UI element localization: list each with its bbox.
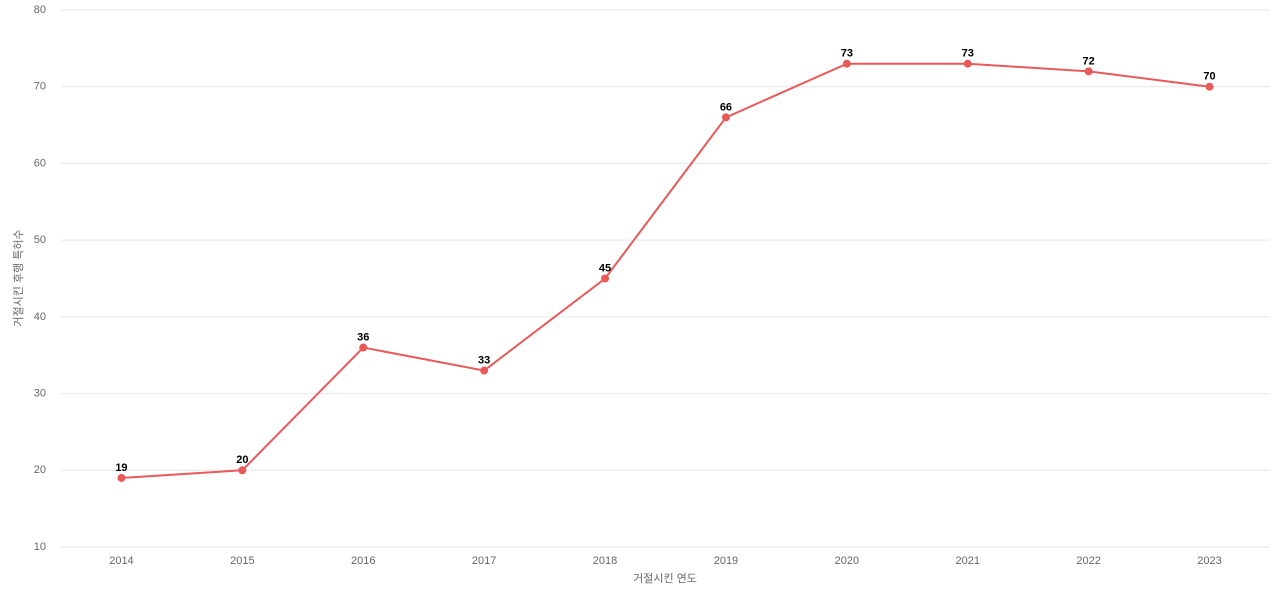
y-tick-label: 80 [34,4,46,16]
data-label: 33 [478,354,490,366]
point [1084,67,1093,76]
x-tick-label: 2020 [835,555,859,567]
y-tick-label: 40 [34,311,46,323]
y-tick-label: 10 [34,541,46,553]
data-label: 73 [962,48,974,60]
x-tick-label: 2016 [351,555,375,567]
x-tick-label: 2021 [956,555,980,567]
data-label: 45 [599,262,611,274]
x-tick-label: 2022 [1076,555,1100,567]
line [121,62,1210,479]
point [963,59,972,68]
data-label: 72 [1083,55,1095,67]
point [721,113,730,122]
x-tick-label: 2019 [714,555,738,567]
point [842,59,851,68]
data-label: 36 [357,331,369,343]
data-label: 70 [1203,71,1215,83]
x-tick-label: 2015 [230,555,254,567]
y-tick-label: 60 [34,157,46,169]
point [480,366,489,375]
point [238,466,247,475]
data-label: 20 [236,454,248,466]
x-tick-label: 2014 [109,555,133,567]
x-axis-label: 거절시킨 연도 [633,572,697,585]
y-tick-label: 20 [34,464,46,476]
y-tick-label: 50 [34,234,46,246]
data-label: 66 [720,101,732,113]
point [117,473,126,482]
point [601,274,610,283]
point [1205,82,1214,91]
x-tick-label: 2017 [472,555,496,567]
y-tick-label: 30 [34,387,46,399]
data-label: 19 [115,462,127,474]
x-tick-label: 2018 [593,555,617,567]
x-tick-label: 2023 [1197,555,1221,567]
data-label: 73 [841,48,853,60]
y-tick-label: 70 [34,81,46,93]
point [359,343,368,352]
y-axis-label: 거절시킨 후행 특허수 [12,229,25,326]
